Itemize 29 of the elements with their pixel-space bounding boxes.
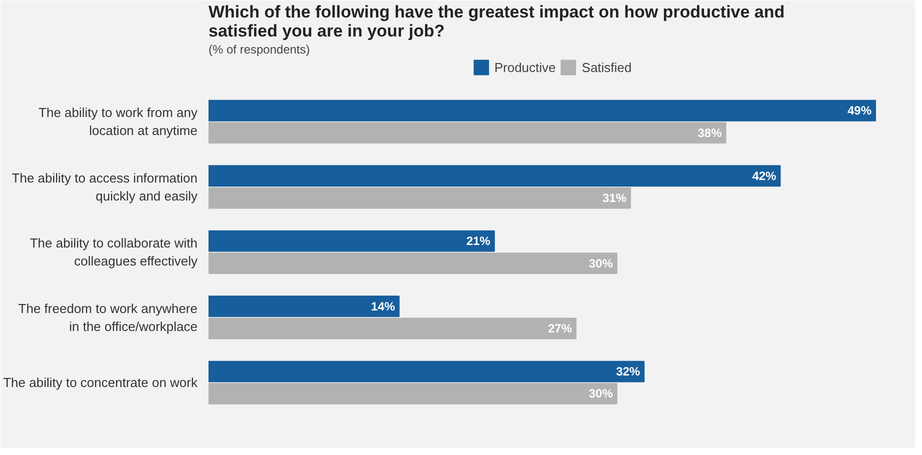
data-label: 30% bbox=[588, 386, 614, 401]
y-tick-label: The ability to access information quickly and easily bbox=[12, 170, 198, 204]
data-label: 42% bbox=[752, 168, 777, 183]
bar bbox=[208, 122, 726, 144]
bar bbox=[208, 360, 645, 382]
y-tick-label: The ability to work from any location at anytime bbox=[38, 105, 198, 138]
legend-label: Productive bbox=[494, 60, 556, 74]
legend-label: Satisfied bbox=[582, 60, 632, 74]
bar bbox=[208, 318, 577, 340]
chart-title: Which of the following have the greatest impact on how productive and satisfied you are in your job? bbox=[208, 2, 785, 40]
bar bbox=[208, 296, 400, 318]
bar bbox=[208, 252, 618, 274]
data-label: 21% bbox=[466, 234, 491, 248]
data-label: 32% bbox=[616, 364, 640, 379]
bar bbox=[208, 165, 781, 187]
bar bbox=[208, 100, 876, 122]
data-label: 30% bbox=[588, 256, 614, 270]
data-label: 27% bbox=[548, 321, 572, 336]
bar bbox=[208, 230, 495, 252]
y-tick-label: The ability to concentrate on work bbox=[3, 375, 198, 390]
bar bbox=[208, 383, 618, 404]
data-label: 49% bbox=[847, 104, 872, 118]
chart-subtitle: (% of respondents) bbox=[208, 42, 310, 56]
y-tick-label: The freedom to work anywhere in the office/workplace bbox=[18, 300, 198, 334]
bar bbox=[208, 187, 631, 209]
data-label: 31% bbox=[602, 191, 627, 206]
y-tick-label: The ability to collaborate with colleagues effectively bbox=[30, 236, 198, 269]
data-label: 14% bbox=[371, 299, 396, 314]
data-label: 38% bbox=[698, 126, 722, 140]
